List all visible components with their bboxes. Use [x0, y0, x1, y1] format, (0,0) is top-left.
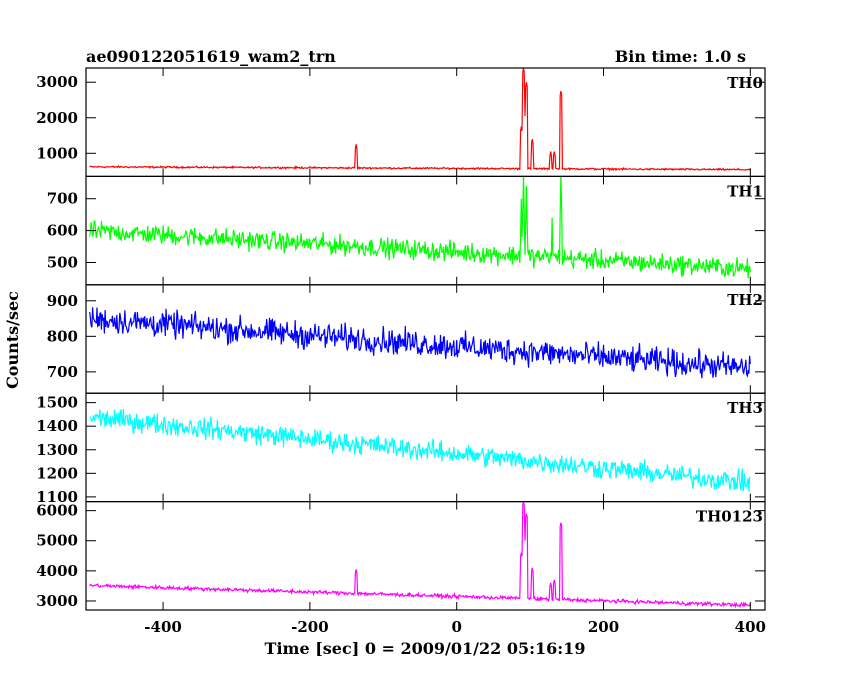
x-axis-label: Time [sec] 0 = 2009/01/22 05:16:19 — [265, 639, 586, 658]
y-tick-label: 1000 — [36, 144, 78, 162]
panel-th0123: 3000 4000 5000 6000 TH0123 — [36, 501, 766, 611]
chart-title: ae090122051619_wam2_trn — [86, 47, 336, 66]
series-line-th1 — [89, 176, 751, 279]
y-tick-label: 3000 — [36, 592, 78, 610]
series-line-th0123 — [89, 501, 751, 609]
x-tick-label: 400 — [735, 618, 766, 636]
series-line-th0 — [89, 68, 751, 172]
panel-label: TH0 — [727, 74, 763, 92]
y-tick-label: 800 — [47, 327, 78, 345]
x-tick-label: 0 — [451, 618, 461, 636]
y-tick-label: 4000 — [36, 562, 78, 580]
panel-th0: 1000 2000 3000 TH0 — [36, 67, 766, 178]
panel-label: TH2 — [727, 291, 763, 309]
panel-label: TH0123 — [696, 508, 763, 526]
y-tick-label: 900 — [47, 292, 78, 310]
bin-time-label: Bin time: 1.0 s — [615, 47, 746, 66]
y-tick-label: 700 — [47, 190, 78, 208]
y-tick-label: 6000 — [36, 502, 78, 520]
series-line-th2 — [89, 307, 751, 379]
x-tick-label: 200 — [588, 618, 619, 636]
y-tick-label: 500 — [47, 253, 78, 271]
y-tick-label: 600 — [47, 222, 78, 240]
y-axis-label: Counts/sec — [3, 291, 22, 389]
x-tick-label: -400 — [144, 618, 182, 636]
y-tick-label: 1400 — [36, 417, 78, 435]
y-tick-label: 1100 — [36, 488, 78, 506]
x-tick-label: -200 — [291, 618, 329, 636]
panel-frame — [85, 392, 766, 503]
panel-frame — [85, 67, 766, 178]
panel-th1: 500 600 700 TH1 — [47, 175, 766, 286]
panel-th3: 1100 1200 1300 1400 1500 TH3 — [36, 392, 766, 506]
y-tick-label: 5000 — [36, 532, 78, 550]
panel-frame — [85, 501, 766, 611]
panel-frame — [85, 175, 766, 286]
y-tick-label: 1500 — [36, 394, 78, 412]
y-tick-label: 2000 — [36, 109, 78, 127]
panel-label: TH1 — [727, 182, 763, 200]
y-tick-label: 1300 — [36, 441, 78, 459]
series-line-th3 — [89, 409, 751, 492]
y-tick-label: 3000 — [36, 73, 78, 91]
y-tick-label: 700 — [47, 363, 78, 381]
panel-label: TH3 — [727, 399, 763, 417]
y-tick-label: 1200 — [36, 464, 78, 482]
panel-th2: 700 800 900 TH2 — [47, 284, 766, 394]
